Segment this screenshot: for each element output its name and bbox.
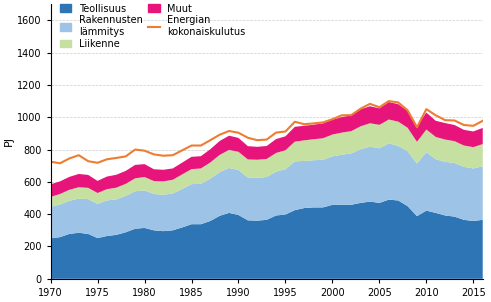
- Y-axis label: PJ: PJ: [4, 137, 14, 146]
- Legend: Teollisuus, Rakennusten
lämmitys, Liikenne, Muut, Energian
kokonaiskulutus: Teollisuus, Rakennusten lämmitys, Liiken…: [60, 4, 246, 49]
